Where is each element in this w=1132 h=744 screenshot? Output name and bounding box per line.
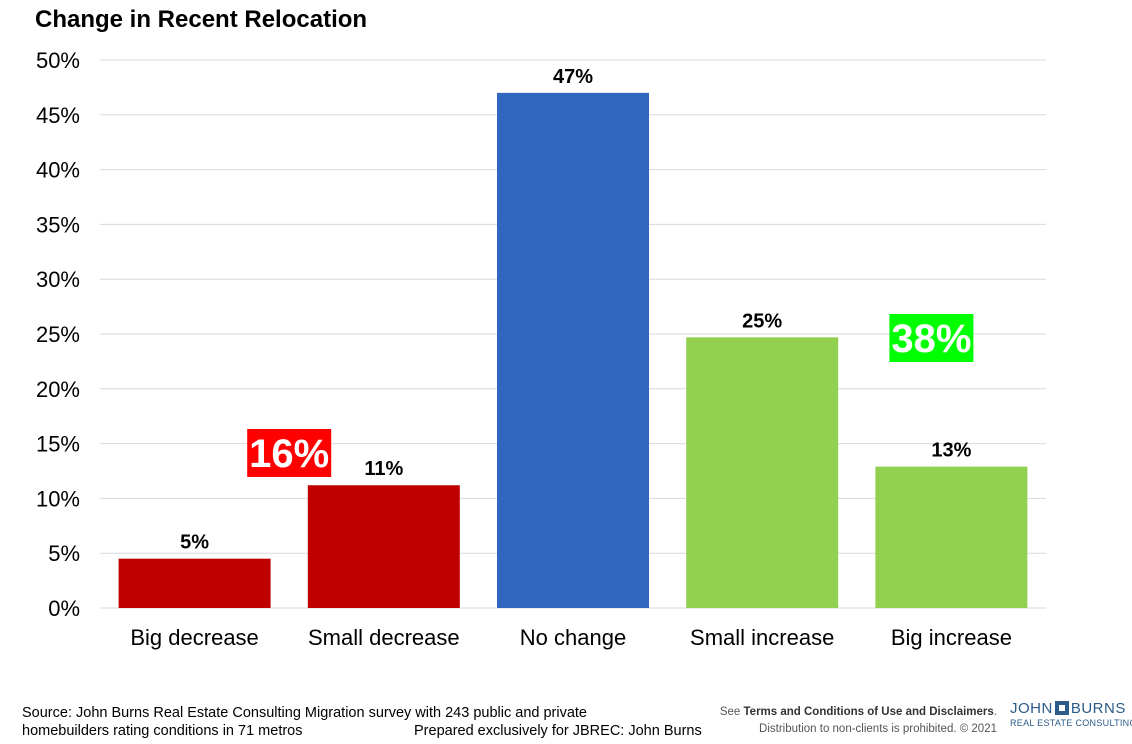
- source-line-1: Source: John Burns Real Estate Consultin…: [22, 705, 587, 721]
- data-label: 11%: [364, 458, 403, 480]
- y-tick-label: 40%: [36, 158, 80, 183]
- category-labels: Big decrease Small decrease No change Small…: [130, 625, 1012, 650]
- bar: [118, 558, 271, 608]
- y-tick-label: 50%: [36, 48, 80, 73]
- data-label: 25%: [742, 310, 782, 332]
- source-line-2: homebuilders rating conditions in 71 met…: [22, 723, 303, 739]
- data-label: 5%: [180, 532, 209, 554]
- data-label: 13%: [931, 440, 971, 462]
- category-label: Big decrease: [130, 625, 258, 650]
- y-tick-label: 25%: [36, 322, 80, 347]
- terms-note: See Terms and Conditions of Use and Disc…: [690, 704, 997, 738]
- terms-suffix: .: [993, 706, 997, 718]
- bars: [118, 92, 1028, 608]
- group-total-label: 16%: [249, 432, 329, 476]
- logo-subtitle: REAL ESTATE CONSULTING: [1010, 718, 1132, 728]
- annotations: 16% 38%: [247, 314, 974, 477]
- y-tick-label: 30%: [36, 267, 80, 292]
- terms-link[interactable]: Terms and Conditions of Use and Disclaim…: [743, 706, 994, 718]
- y-tick-label: 15%: [36, 432, 80, 457]
- data-labels: 5% 11% 47% 25% 13%: [180, 66, 971, 554]
- y-tick-label: 0%: [48, 596, 80, 621]
- bar-chart: Change in Recent Relocation 0% 5% 10% 15% 20…: [35, 6, 1046, 650]
- category-label: No change: [520, 625, 626, 650]
- y-tick-label: 45%: [36, 103, 80, 128]
- y-tick-label: 35%: [36, 212, 80, 237]
- category-label: Small increase: [690, 625, 834, 650]
- bar: [307, 485, 460, 608]
- logo-word-burns: BURNS: [1070, 700, 1126, 717]
- category-label: Big increase: [891, 625, 1012, 650]
- logo-mark-icon: [1054, 701, 1069, 715]
- y-tick-label: 5%: [48, 541, 80, 566]
- y-tick-label: 10%: [36, 486, 80, 511]
- category-label: Small decrease: [308, 625, 460, 650]
- data-label: 47%: [553, 66, 593, 88]
- bar: [686, 337, 839, 608]
- chart-title: Change in Recent Relocation: [35, 6, 367, 33]
- y-tick-label: 20%: [36, 377, 80, 402]
- distribution-note: Distribution to non-clients is prohibite…: [759, 723, 997, 735]
- group-total-badge: [247, 429, 332, 477]
- bar: [875, 466, 1028, 608]
- bar: [497, 92, 649, 608]
- company-logo: JOHN BURNS REAL ESTATE CONSULTING: [1010, 700, 1132, 736]
- terms-prefix: See: [719, 706, 744, 718]
- source-note: Source: John Burns Real Estate Consultin…: [22, 704, 642, 740]
- prepared-note: Prepared exclusively for JBREC: John Bur…: [414, 723, 702, 739]
- group-total-badge: [889, 314, 974, 362]
- group-total-label: 38%: [891, 317, 971, 361]
- y-axis-ticks: 0% 5% 10% 15% 20% 25% 30% 35% 40% 45% 50%: [36, 48, 80, 621]
- logo-word-john: JOHN: [1010, 700, 1053, 717]
